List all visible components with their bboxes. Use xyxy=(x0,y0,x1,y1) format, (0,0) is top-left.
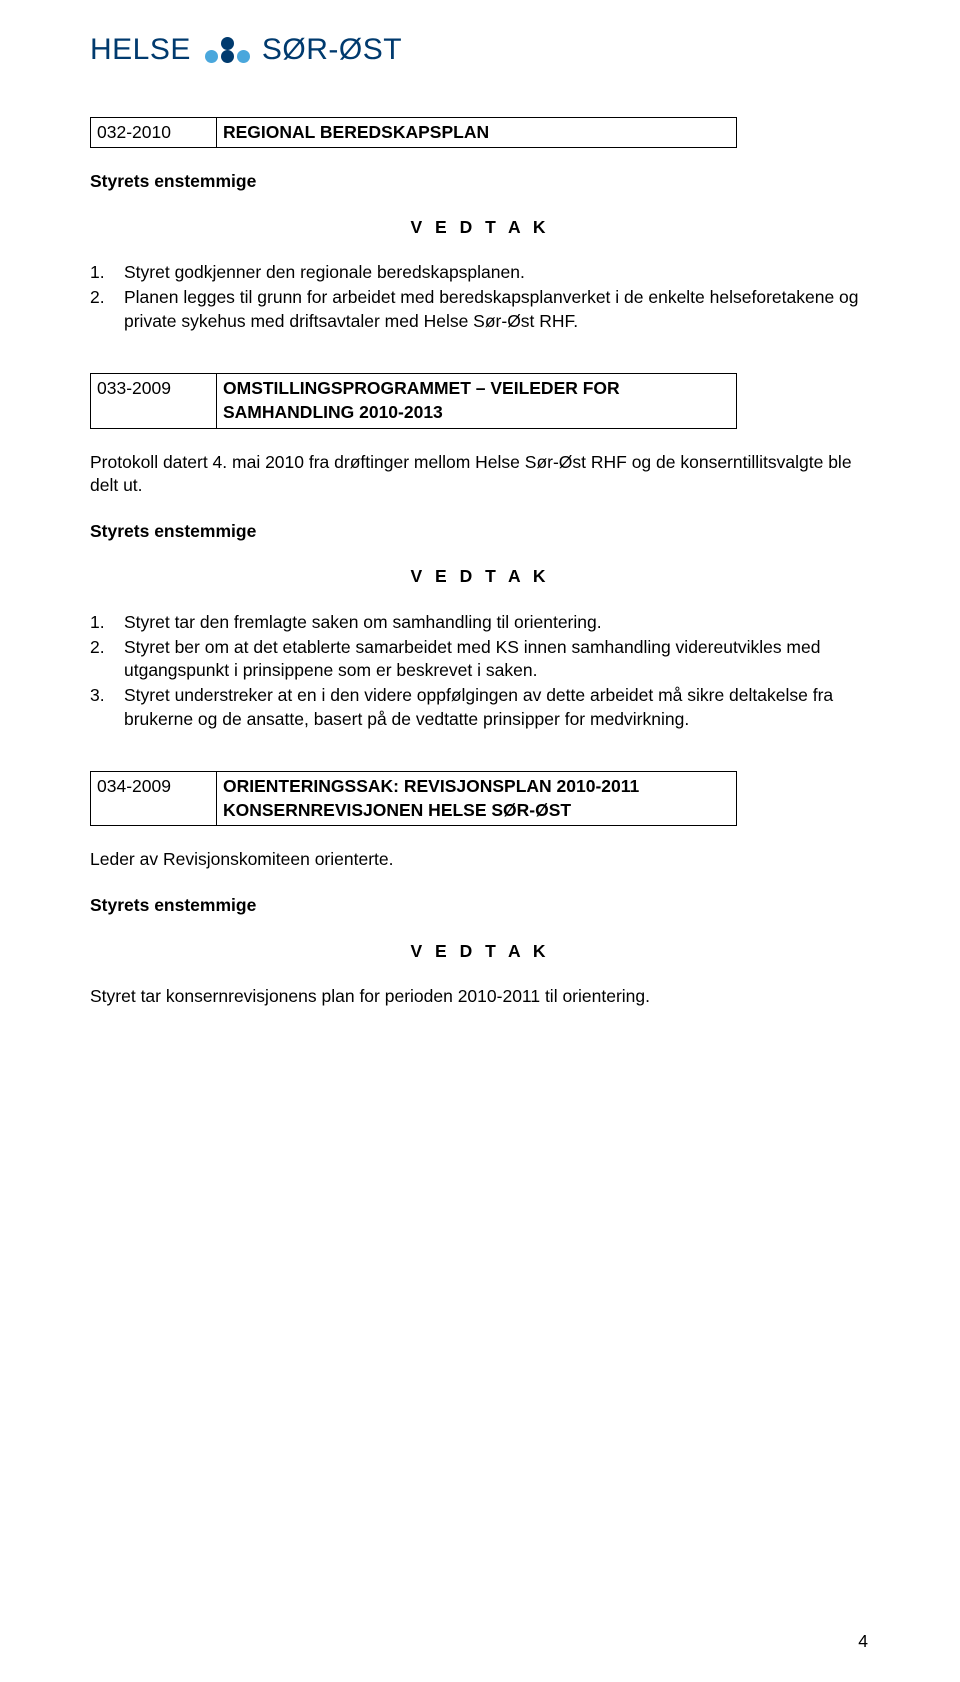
list-item: 2.Styret ber om at det etablerte samarbe… xyxy=(90,636,870,683)
section-code: 032-2010 xyxy=(91,117,217,148)
section-033-preamble: Protokoll datert 4. mai 2010 fra drøftin… xyxy=(90,451,870,498)
logo-text-left: HELSE xyxy=(90,30,191,71)
section-033-list: 1.Styret tar den fremlagte saken om samh… xyxy=(90,611,870,731)
list-item: 2.Planen legges til grunn for arbeidet m… xyxy=(90,286,870,333)
logo-text-right: SØR-ØST xyxy=(262,30,402,71)
section-title: REGIONAL BEREDSKAPSPLAN xyxy=(217,117,737,148)
page-number: 4 xyxy=(858,1630,868,1654)
list-item: 3.Styret understreker at en i den videre… xyxy=(90,684,870,731)
intro-line: Styrets enstemmige xyxy=(90,520,870,544)
section-032-list: 1.Styret godkjenner den regionale bereds… xyxy=(90,261,870,333)
section-033-header: 033-2009 OMSTILLINGSPROGRAMMET – VEILEDE… xyxy=(90,373,737,428)
logo-dots-icon xyxy=(205,37,250,63)
section-title: OMSTILLINGSPROGRAMMET – VEILEDER FOR SAM… xyxy=(217,374,737,428)
list-item: 1.Styret godkjenner den regionale bereds… xyxy=(90,261,870,285)
section-code: 034-2009 xyxy=(91,772,217,826)
intro-line: Styrets enstemmige xyxy=(90,894,870,918)
section-032-header: 032-2010 REGIONAL BEREDSKAPSPLAN xyxy=(90,117,737,149)
vedtak-heading: V E D T A K xyxy=(90,940,870,964)
intro-line: Styrets enstemmige xyxy=(90,170,870,194)
section-034-preamble: Leder av Revisjonskomiteen orienterte. xyxy=(90,848,870,872)
section-title: ORIENTERINGSSAK: REVISJONSPLAN 2010-2011… xyxy=(217,772,737,826)
section-code: 033-2009 xyxy=(91,374,217,428)
vedtak-heading: V E D T A K xyxy=(90,565,870,589)
brand-logo: HELSE SØR-ØST xyxy=(90,30,870,71)
list-item: 1.Styret tar den fremlagte saken om samh… xyxy=(90,611,870,635)
vedtak-heading: V E D T A K xyxy=(90,216,870,240)
section-034-header: 034-2009 ORIENTERINGSSAK: REVISJONSPLAN … xyxy=(90,771,737,826)
section-034-closing: Styret tar konsernrevisjonens plan for p… xyxy=(90,985,870,1009)
